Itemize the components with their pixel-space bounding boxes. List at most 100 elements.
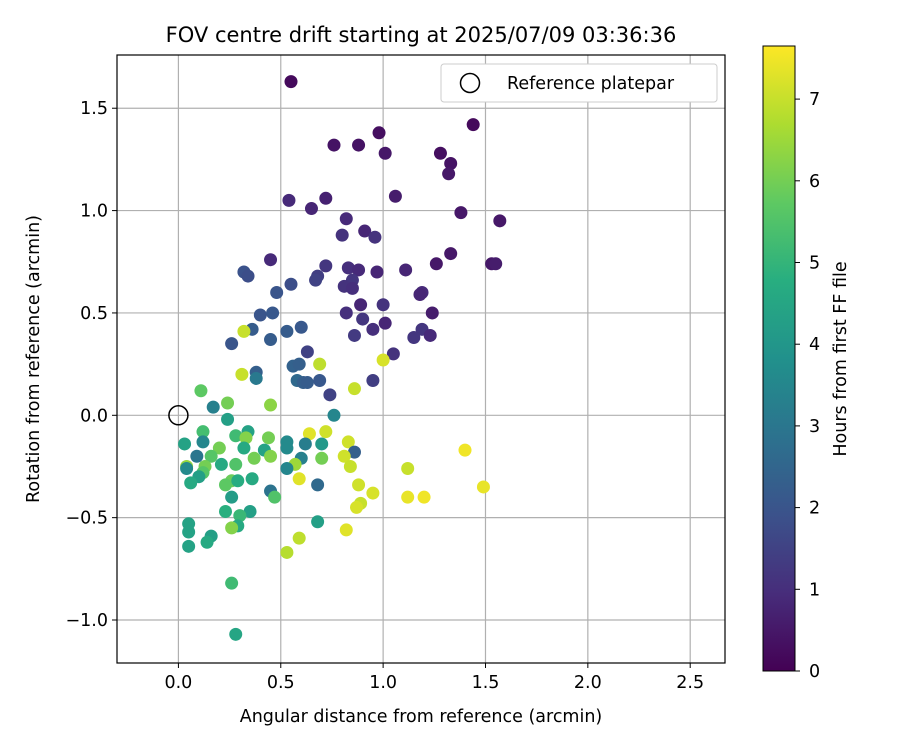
data-point <box>354 298 368 312</box>
reference-marker <box>168 405 189 426</box>
reference-layer <box>168 405 189 426</box>
data-point <box>339 306 353 320</box>
data-point <box>368 230 382 244</box>
x-tick-label: 2.0 <box>574 673 602 693</box>
data-point <box>218 478 232 492</box>
data-point <box>249 371 263 385</box>
data-point <box>245 472 259 486</box>
data-point <box>341 435 355 449</box>
data-point <box>401 490 415 504</box>
data-points <box>178 75 507 641</box>
data-point <box>239 431 253 445</box>
data-point <box>489 257 503 271</box>
data-point <box>311 478 325 492</box>
data-point <box>376 353 390 367</box>
data-point <box>315 437 329 451</box>
data-point <box>429 257 443 271</box>
data-point <box>366 322 380 336</box>
data-point <box>339 212 353 226</box>
data-point <box>347 382 361 396</box>
data-point <box>204 449 218 463</box>
colorbar-tick-label: 0 <box>809 662 820 682</box>
colorbar-tick-label: 2 <box>809 499 820 519</box>
data-point <box>284 75 298 89</box>
data-point <box>225 490 239 504</box>
data-point <box>184 476 198 490</box>
data-point <box>300 345 314 359</box>
data-point <box>313 373 327 387</box>
legend-marker-icon <box>459 72 481 94</box>
colorbar-tick-label: 1 <box>809 580 820 600</box>
data-point <box>302 427 316 441</box>
data-point <box>311 515 325 529</box>
data-point <box>270 285 284 299</box>
data-point <box>376 298 390 312</box>
data-point <box>268 490 282 504</box>
data-point <box>356 312 370 326</box>
data-point <box>339 523 353 537</box>
y-tick-label: −0.5 <box>66 509 109 529</box>
data-point <box>292 531 306 545</box>
y-axis-label: Rotation from reference (arcmin) <box>24 215 44 503</box>
data-point <box>298 437 312 451</box>
colorbar-tick-label: 6 <box>809 172 820 192</box>
data-point <box>218 505 232 519</box>
data-point <box>280 462 294 476</box>
x-axis-ticks: 0.0 0.5 1.0 1.5 2.0 2.5 <box>164 663 704 693</box>
legend-label: Reference platepar <box>507 74 675 94</box>
y-tick-label: 0.0 <box>80 406 108 426</box>
data-point <box>225 521 239 535</box>
data-point <box>442 167 456 181</box>
data-point <box>493 214 507 228</box>
data-point <box>194 384 208 398</box>
data-point <box>454 206 468 220</box>
y-tick-label: 1.0 <box>80 202 108 222</box>
data-point <box>264 398 278 412</box>
data-point <box>253 308 267 322</box>
data-point <box>196 425 210 439</box>
data-point <box>319 191 333 205</box>
colorbar-tick-label: 7 <box>809 90 820 110</box>
data-point <box>347 328 361 342</box>
data-point <box>388 189 402 203</box>
data-point <box>280 545 294 559</box>
x-tick-label: 1.5 <box>472 673 500 693</box>
data-point <box>378 146 392 160</box>
data-point <box>401 462 415 476</box>
data-point <box>399 263 413 277</box>
colorbar-label: Hours from first FF file <box>831 261 851 456</box>
data-point <box>358 224 372 238</box>
data-point <box>304 202 318 216</box>
colorbar-tick-label: 4 <box>809 335 820 355</box>
data-point <box>182 539 196 553</box>
data-point <box>417 490 431 504</box>
data-point <box>229 457 243 471</box>
data-point <box>366 373 380 387</box>
data-point <box>345 281 359 295</box>
data-point <box>444 247 458 261</box>
data-point <box>347 445 361 459</box>
data-point <box>352 478 366 492</box>
data-point <box>309 273 323 287</box>
data-point <box>433 146 447 160</box>
grid <box>117 55 725 663</box>
data-point <box>206 400 220 414</box>
data-point <box>315 451 329 465</box>
y-axis-ticks: −1.0 −0.5 0.0 0.5 1.0 1.5 <box>66 99 117 631</box>
data-point <box>243 505 257 519</box>
data-point <box>425 306 439 320</box>
data-point <box>214 457 228 471</box>
data-point <box>372 126 386 140</box>
data-point <box>229 429 243 443</box>
data-point <box>378 316 392 330</box>
data-point <box>264 333 278 347</box>
data-point <box>221 396 235 410</box>
data-point <box>313 357 327 371</box>
data-point <box>343 459 357 473</box>
data-point <box>350 500 364 514</box>
data-point <box>264 449 278 463</box>
data-point <box>235 367 249 381</box>
data-point <box>352 138 366 152</box>
data-point <box>407 331 421 345</box>
